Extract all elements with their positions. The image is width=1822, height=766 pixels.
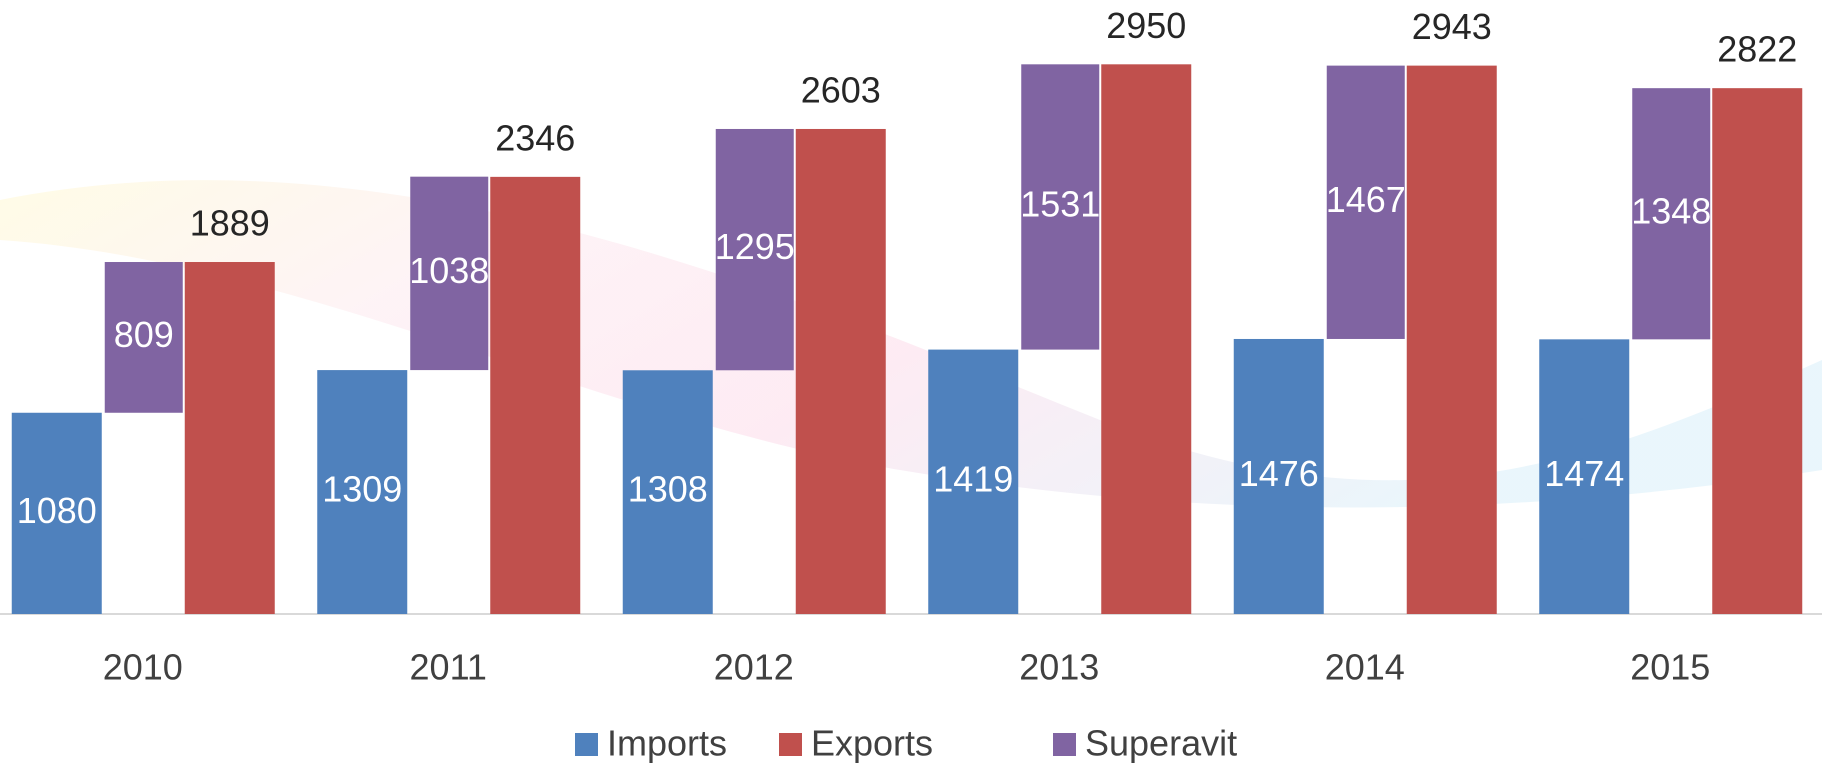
value-label: 2603 [801,69,881,110]
legend-label: Imports [607,723,727,764]
value-label: 2950 [1106,5,1186,46]
bar [1233,338,1324,614]
x-tick-label: 2014 [1325,647,1405,688]
x-tick-label: 2015 [1630,647,1710,688]
x-tick-label: 2011 [410,647,487,688]
x-tick-label: 2013 [1019,647,1099,688]
bar [490,176,581,614]
x-tick-label: 2010 [103,647,183,688]
value-label: 1308 [628,469,708,510]
bar [622,370,713,614]
value-label: 809 [114,314,174,355]
bar [1539,339,1630,614]
value-label: 1476 [1239,453,1319,494]
bar [928,349,1019,614]
bar [1406,65,1497,615]
value-label: 1474 [1544,453,1624,494]
legend-swatch [779,733,802,756]
bar [1712,88,1803,614]
value-label: 1309 [322,469,402,510]
value-label: 1080 [17,490,97,531]
value-label: 1419 [933,458,1013,499]
value-label: 1531 [1020,183,1100,224]
legend-swatch [1053,733,1076,756]
bar [795,128,886,614]
bar [715,128,794,371]
value-label: 1889 [190,203,270,244]
bar [11,412,102,614]
bar [184,262,275,614]
bar [317,370,408,614]
x-tick-label: 2012 [714,647,794,688]
value-label: 2822 [1717,29,1797,70]
legend-label: Superavit [1085,723,1237,764]
bar [104,262,183,413]
legend-swatch [575,733,598,756]
bar [1632,88,1711,340]
legend-label: Exports [811,723,933,764]
bar [1101,64,1192,615]
value-label: 1038 [409,250,489,291]
bar [1021,64,1100,350]
value-label: 2346 [495,117,575,158]
value-label: 2943 [1412,6,1492,47]
value-label: 1295 [715,226,795,267]
value-label: 1467 [1326,179,1406,220]
bar [1326,65,1405,339]
value-label: 1348 [1631,190,1711,231]
bar [410,176,489,371]
